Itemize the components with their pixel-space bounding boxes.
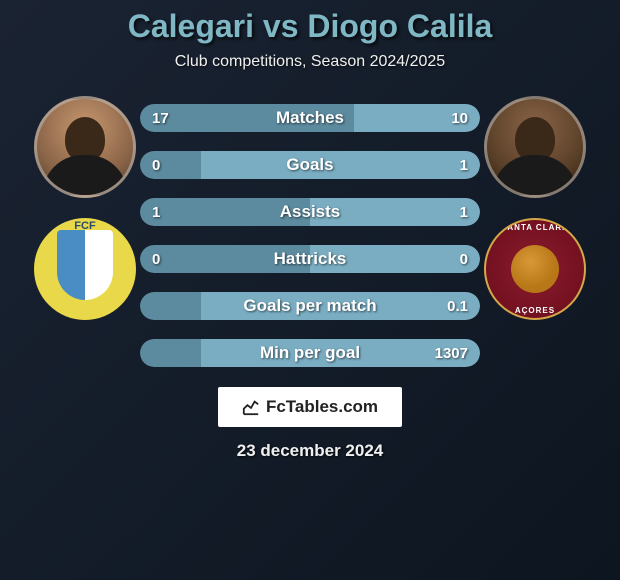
stat-row: 1307 Min per goal — [140, 339, 480, 367]
stat-label: Assists — [280, 202, 340, 222]
date-text: 23 december 2024 — [237, 441, 384, 461]
club-right-text-bottom: AÇORES — [486, 306, 584, 315]
stat-value-right: 1 — [460, 157, 468, 174]
stat-value-left: 17 — [152, 110, 169, 127]
stat-value-right: 10 — [451, 110, 468, 127]
player-right-avatar — [484, 96, 586, 198]
stat-bar-right — [201, 151, 480, 179]
club-right-logo: SANTA CLARA AÇORES — [484, 218, 586, 320]
stat-row: 17 10 Matches — [140, 104, 480, 132]
club-left-logo — [34, 218, 136, 320]
player-right-column: SANTA CLARA AÇORES — [480, 96, 590, 320]
stat-value-right: 1 — [460, 204, 468, 221]
player-left-avatar — [34, 96, 136, 198]
stat-bar-left — [140, 339, 201, 367]
comparison-main: 17 10 Matches 0 1 Goals 1 1 Assists 0 0 Hattricks 0.… — [0, 96, 620, 367]
stat-value-right: 0.1 — [447, 298, 468, 315]
stat-value-left: 0 — [152, 157, 160, 174]
stat-label: Goals — [286, 155, 333, 175]
stat-row: 0 0 Hattricks — [140, 245, 480, 273]
chart-icon — [242, 398, 260, 416]
stat-value-right: 0 — [460, 251, 468, 268]
season-subtitle: Club competitions, Season 2024/2025 — [175, 53, 445, 71]
stat-bar-left — [140, 292, 201, 320]
stat-value-left: 1 — [152, 204, 160, 221]
stat-bar-left — [140, 151, 201, 179]
comparison-title: Calegari vs Diogo Calila — [128, 8, 493, 45]
stat-row: 0 1 Goals — [140, 151, 480, 179]
stat-value-left: 0 — [152, 251, 160, 268]
brand-logo: FcTables.com — [218, 387, 402, 427]
stat-label: Min per goal — [260, 343, 360, 363]
stat-label: Hattricks — [274, 249, 347, 269]
player-left-column — [30, 96, 140, 320]
brand-text: FcTables.com — [266, 397, 378, 417]
stat-label: Matches — [276, 108, 344, 128]
club-right-text-top: SANTA CLARA — [486, 223, 584, 232]
stat-label: Goals per match — [243, 296, 376, 316]
stats-container: 17 10 Matches 0 1 Goals 1 1 Assists 0 0 Hattricks 0.… — [140, 96, 480, 367]
stat-value-right: 1307 — [435, 345, 468, 362]
stat-row: 1 1 Assists — [140, 198, 480, 226]
stat-row: 0.1 Goals per match — [140, 292, 480, 320]
